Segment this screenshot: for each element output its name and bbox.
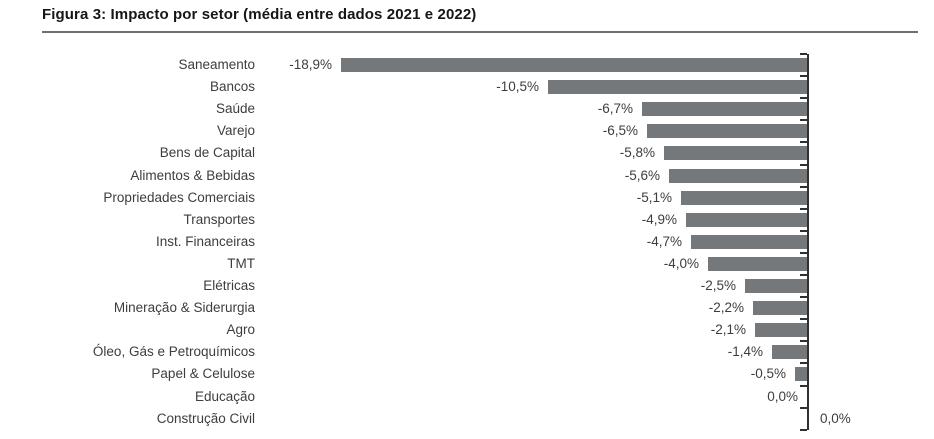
axis-tick	[800, 229, 807, 232]
axis-tick	[800, 274, 807, 276]
axis-tick	[800, 75, 807, 78]
value-label: -5,1%	[636, 189, 672, 205]
category-label: TMT	[227, 255, 255, 271]
value-label: -2,1%	[710, 322, 746, 338]
bar	[669, 168, 807, 183]
axis-tick	[800, 296, 807, 299]
axis-tick	[800, 362, 807, 365]
bar	[642, 102, 807, 117]
value-label: -2,5%	[700, 278, 736, 294]
figure-title: Figura 3: Impacto por setor (média entre…	[42, 6, 477, 23]
bar	[745, 279, 807, 294]
bar	[647, 124, 807, 139]
bar	[755, 323, 807, 338]
value-label: 0,0%	[820, 410, 851, 426]
bar	[753, 301, 807, 316]
category-label: Inst. Financeiras	[155, 233, 255, 249]
category-label: Agro	[226, 322, 255, 338]
value-label: -5,6%	[624, 167, 660, 183]
value-label: -18,9%	[289, 57, 332, 73]
value-label: -1,4%	[727, 344, 763, 360]
bar	[708, 256, 807, 271]
category-label: Construção Civil	[156, 410, 255, 426]
category-label: Bancos	[209, 79, 255, 95]
axis-tick	[800, 53, 807, 55]
axis-tick	[800, 340, 807, 343]
value-label: -6,7%	[597, 101, 633, 117]
bar	[772, 345, 807, 360]
bar	[664, 146, 807, 161]
category-label: Alimentos & Bebidas	[130, 167, 255, 183]
axis-tick	[800, 163, 807, 166]
bar	[691, 234, 807, 249]
value-axis	[807, 54, 809, 430]
value-label: -6,5%	[602, 123, 638, 139]
axis-tick	[800, 141, 807, 144]
value-label: -4,9%	[641, 211, 677, 227]
category-label: Propriedades Comerciais	[103, 189, 255, 205]
bar	[686, 212, 807, 227]
value-label: -4,7%	[646, 233, 682, 249]
axis-tick	[800, 428, 807, 431]
axis-tick	[800, 97, 807, 100]
title-underline	[42, 31, 918, 33]
value-label: -5,8%	[619, 145, 655, 161]
value-label: 0,0%	[767, 388, 798, 404]
value-label: -10,5%	[496, 79, 539, 95]
bar	[341, 58, 807, 73]
bar	[795, 367, 807, 382]
axis-tick	[800, 119, 807, 122]
category-label: Saúde	[215, 101, 255, 117]
value-label: -0,5%	[750, 366, 786, 382]
category-label: Bens de Capital	[159, 145, 255, 161]
axis-tick	[800, 207, 807, 210]
category-label: Educação	[194, 388, 255, 404]
category-label: Mineração & Siderurgia	[113, 300, 255, 316]
bar	[548, 80, 807, 95]
category-label: Papel & Celulose	[151, 366, 255, 382]
value-label: -2,2%	[708, 300, 744, 316]
category-label: Varejo	[216, 123, 255, 139]
axis-tick	[800, 318, 807, 321]
axis-tick	[800, 251, 807, 254]
axis-tick	[800, 185, 807, 188]
category-label: Transportes	[183, 211, 255, 227]
axis-tick	[800, 406, 807, 409]
category-label: Óleo, Gás e Petroquímicos	[92, 344, 255, 360]
category-label: Saneamento	[178, 57, 255, 73]
bar	[681, 190, 807, 205]
value-label: -4,0%	[663, 255, 699, 271]
category-label: Elétricas	[203, 278, 255, 294]
axis-tick	[800, 384, 807, 387]
